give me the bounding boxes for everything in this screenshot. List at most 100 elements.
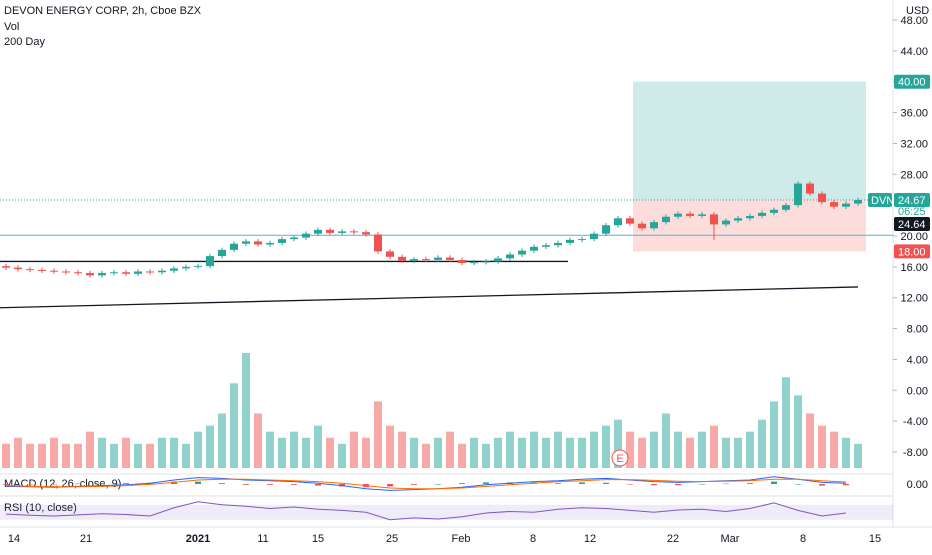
rsi-line — [5, 501, 847, 521]
candle-body — [278, 239, 286, 243]
macd-hist — [723, 483, 729, 485]
candle-body — [698, 214, 706, 216]
volume-bar — [662, 413, 670, 468]
volume-bar — [470, 437, 478, 468]
candle-body — [722, 220, 730, 225]
macd-hist — [459, 483, 465, 484]
y-tick-label: 16.00 — [900, 262, 928, 274]
macd-hist — [387, 484, 393, 487]
volume-bar — [74, 443, 82, 468]
candle-body — [446, 257, 454, 260]
volume-bar — [278, 437, 286, 468]
macd-hist — [243, 484, 249, 485]
volume-bar — [602, 425, 610, 468]
candle-body — [518, 250, 526, 255]
macd-hist — [51, 484, 57, 485]
candle-body — [206, 256, 214, 267]
y-tick-label: 0.00 — [907, 385, 928, 397]
candle-body — [482, 261, 490, 263]
volume-bar — [218, 413, 226, 468]
volume-bar — [842, 437, 850, 468]
volume-bar — [758, 419, 766, 468]
volume-bar — [206, 425, 214, 468]
candle-body — [98, 273, 106, 276]
volume-bar — [2, 443, 10, 468]
candle-body — [794, 183, 802, 206]
candle-body — [26, 269, 34, 271]
target-tag-bg — [894, 74, 930, 89]
candle-body — [362, 232, 370, 235]
y-tick-label: 48.00 — [900, 15, 928, 27]
macd-hist — [795, 484, 801, 485]
x-tick-label: 12 — [584, 533, 596, 545]
y-tick-label: 20.00 — [900, 231, 928, 243]
volume-bar — [338, 443, 346, 468]
volume-bar — [494, 437, 502, 468]
crosshair-tag-bg — [894, 217, 930, 231]
macd-hist — [843, 484, 849, 486]
candle-body — [350, 231, 358, 233]
price-tag: 24.67 — [898, 195, 926, 207]
macd-hist — [627, 484, 633, 485]
volume-bar — [14, 437, 22, 468]
x-tick-label: 21 — [80, 533, 92, 545]
candle-body — [614, 218, 622, 226]
volume-bar — [302, 437, 310, 468]
macd-hist — [819, 484, 825, 486]
volume-bar — [482, 443, 490, 468]
stop-tag: 18.00 — [898, 246, 926, 258]
volume-bar — [86, 431, 94, 468]
volume-bar — [818, 425, 826, 468]
volume-bar — [242, 353, 250, 468]
candle-body — [302, 233, 310, 238]
volume-bar — [614, 419, 622, 468]
x-tick-label: Feb — [452, 533, 471, 545]
volume-bar — [434, 437, 442, 468]
candle-body — [818, 193, 826, 203]
x-tick-label: 8 — [800, 533, 806, 545]
y-tick-label: 36.00 — [900, 108, 928, 120]
volume-bar — [230, 383, 238, 468]
x-tick-label: 15 — [869, 533, 881, 545]
macd-hist — [291, 484, 297, 485]
volume-bar — [686, 437, 694, 468]
candle-body — [338, 231, 346, 233]
candle-body — [662, 216, 670, 223]
candle-body — [386, 251, 394, 257]
volume-bar — [290, 431, 298, 468]
candle-body — [566, 239, 574, 243]
candle-body — [158, 270, 166, 273]
candle-body — [686, 213, 694, 216]
volume-bar — [794, 395, 802, 468]
volume-bar — [554, 431, 562, 468]
volume-bar — [110, 443, 118, 468]
x-tick-label: 11 — [257, 533, 268, 545]
candle-body — [218, 249, 226, 257]
candle-body — [626, 218, 634, 224]
volume-bar — [566, 437, 574, 468]
macd-hist — [771, 481, 777, 484]
price-tag-bg — [894, 192, 930, 207]
symbol-tag: DVN — [871, 195, 894, 207]
macd-hist — [435, 484, 441, 485]
y-tick-label: -4.00 — [903, 416, 928, 428]
candle-body — [674, 213, 682, 217]
y-tick-label: 4.00 — [907, 354, 928, 366]
x-tick-label: 25 — [386, 533, 398, 545]
candle-body — [458, 259, 466, 263]
x-tick-label: 14 — [8, 533, 20, 545]
candle-body — [638, 223, 646, 229]
candle-body — [830, 202, 838, 207]
candle-body — [806, 183, 814, 194]
target-zone — [633, 81, 866, 200]
candle-body — [230, 243, 238, 250]
candle-body — [434, 257, 442, 260]
volume-bar — [194, 431, 202, 468]
macd-hist — [75, 483, 81, 485]
macd-hist — [603, 482, 609, 484]
volume-bar — [734, 437, 742, 468]
volume-bar — [506, 431, 514, 468]
volume-bar — [674, 431, 682, 468]
volume-bar — [350, 431, 358, 468]
volume-bar — [746, 431, 754, 468]
